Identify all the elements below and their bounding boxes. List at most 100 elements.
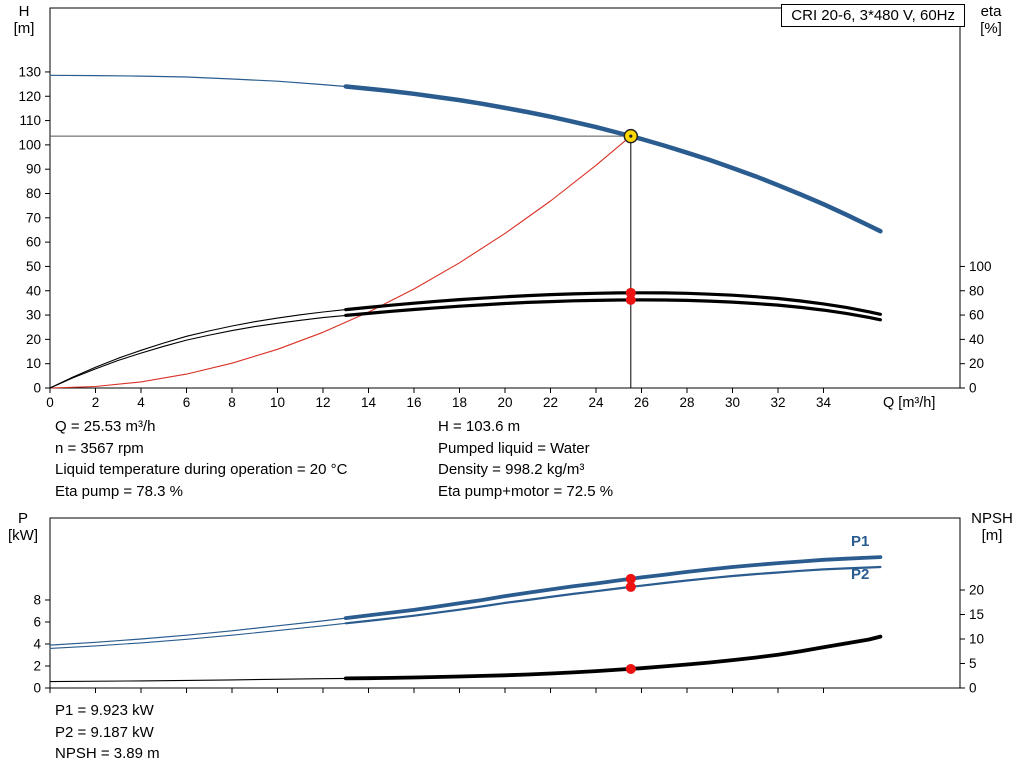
left-tick-label: 120 [18,89,41,104]
x-tick-label: 30 [725,395,740,410]
x-tick-label: 2 [92,395,100,410]
right-tick-label: 80 [969,283,984,298]
left-tick-label: 80 [26,186,41,201]
eta-axis-label: eta [980,3,1002,20]
x-tick-label: 4 [137,395,145,410]
p1-curve-label: P1 [851,533,870,550]
right-tick-label: 100 [969,259,992,274]
p2-curve-label: P2 [851,566,870,583]
left-tick-label: 130 [18,64,41,79]
x-tick-label: 28 [679,395,694,410]
h-axis-title: H [m] [2,3,46,37]
right-tick-label: 60 [969,308,984,323]
left-tick-label: 110 [19,113,41,128]
npsh-value: NPSH = 3.89 m [55,745,160,763]
x-tick-label: 34 [816,395,832,410]
eta-axis-title: eta [%] [966,3,1016,37]
head-value: H = 103.6 m [438,418,521,435]
system-curve [49,135,632,389]
p2-point [625,581,636,592]
npsh-axis-label: NPSH [971,510,1013,527]
left-tick-label: 0 [33,681,41,696]
x-tick-label: 32 [770,395,785,410]
eta-pump-motor-value: Eta pump+motor = 72.5 % [438,483,614,501]
p2-curve-thin [49,622,347,649]
pump-title-box[interactable]: CRI 20-6, 3*480 V, 60Hz [781,4,965,27]
duty-point-center [629,134,633,138]
npsh-axis-title: NPSH [m] [962,510,1022,544]
pumped-liquid-value: Pumped liquid = Water [438,439,590,457]
x-tick-label: 18 [452,395,467,410]
right-tick-label: 10 [969,632,984,647]
p-axis-unit: [kW] [8,527,38,544]
p1-value: P1 = 9.923 kW [55,702,154,719]
npsh-curve [343,634,883,681]
eta-pump-point [625,287,636,298]
left-tick-label: 10 [26,356,41,371]
left-tick-label: 70 [26,210,41,225]
x-tick-label: 24 [588,395,604,410]
duty-annotations-right: H = 103.6 m Pumped liquid = Water Densit… [438,416,613,503]
left-tick-label: 0 [33,381,41,396]
p1-curve [343,555,883,620]
npsh-curve-thin [49,677,347,683]
right-tick-label: 15 [969,607,984,622]
left-tick-label: 30 [26,308,41,323]
p2-curve [344,565,882,625]
eta-pump-motor-thin [49,314,347,389]
speed-value: n = 3567 rpm [55,439,144,457]
right-tick-label: 40 [969,332,984,347]
left-tick-label: 8 [33,592,41,607]
left-tick-label: 2 [33,658,41,673]
left-tick-label: 40 [26,283,41,298]
eta-pump-motor [344,298,883,322]
x-tick-label: 6 [183,395,191,410]
x-tick-label: 0 [46,395,54,410]
x-tick-label: 10 [270,395,285,410]
density-value: Density = 998.2 kg/m³ [438,461,585,479]
x-tick-label: 22 [543,395,558,410]
p2-value: P2 = 9.187 kW [55,723,154,741]
x-tick-label: 26 [634,395,649,410]
npsh-point [625,663,636,674]
x-tick-label: 12 [315,395,330,410]
h-axis-unit: [m] [13,20,35,37]
left-tick-label: 50 [26,259,41,274]
right-tick-label: 20 [969,356,984,371]
eta-pump [344,291,883,316]
left-tick-label: 60 [26,235,41,250]
pump-curve [343,84,883,234]
right-tick-label: 5 [969,656,977,671]
q-axis-label: Q [m³/h] [883,395,936,411]
npsh-axis-unit: [m] [981,527,1003,544]
eta-pump-value: Eta pump = 78.3 % [55,483,183,501]
pump-curve-thin [49,74,347,88]
x-tick-label: 16 [406,395,421,410]
x-tick-label: 20 [497,395,512,410]
left-tick-label: 4 [33,636,41,651]
power-annotations: P1 = 9.923 kW P2 = 9.187 kW NPSH = 3.89 … [55,700,160,765]
left-tick-label: 90 [26,162,41,177]
left-tick-label: 100 [18,137,41,152]
p-axis-label: P [17,510,28,527]
eta-pump-motor-point [625,294,636,305]
h-axis-label: H [18,3,30,20]
p1-curve-thin [49,617,347,646]
head-plot-frame [49,7,961,389]
flow-value: Q = 25.53 m³/h [55,418,156,435]
duty-annotations-left: Q = 25.53 m³/h n = 3567 rpm Liquid tempe… [55,416,347,503]
right-tick-label: 0 [969,381,977,396]
x-tick-label: 8 [228,395,236,410]
left-tick-label: 6 [33,614,41,629]
right-tick-label: 0 [969,681,977,696]
eta-pump-thin [49,309,347,389]
eta-axis-unit: [%] [980,20,1002,37]
right-tick-label: 20 [969,583,984,598]
p-axis-title: P [kW] [0,510,46,544]
x-tick-label: 14 [361,395,377,410]
left-tick-label: 20 [26,332,41,347]
p1-point [625,573,636,584]
liquid-temperature-value: Liquid temperature during operation = 20… [55,461,348,479]
